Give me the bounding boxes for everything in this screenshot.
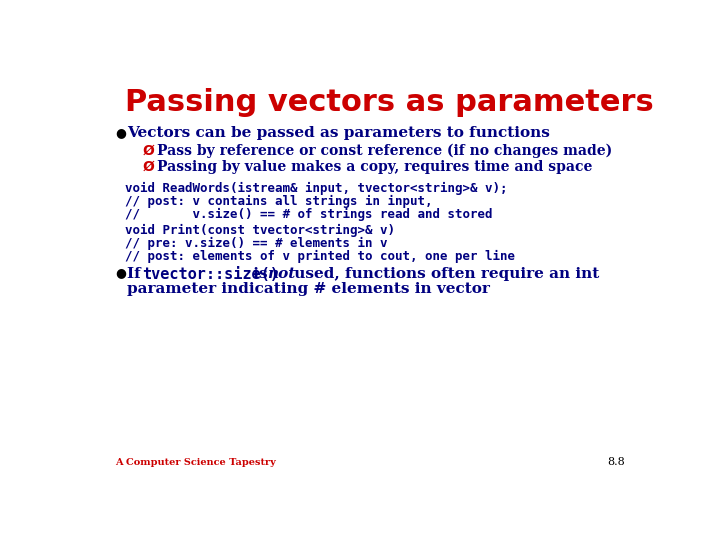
Text: If: If [127, 267, 146, 281]
Text: not: not [267, 267, 295, 281]
Text: void Print(const tvector<string>& v): void Print(const tvector<string>& v) [125, 224, 395, 237]
Text: Passing vectors as parameters: Passing vectors as parameters [125, 88, 654, 117]
Text: Ø: Ø [143, 143, 155, 157]
Text: tvector::size(): tvector::size() [142, 267, 279, 281]
Text: 8.8: 8.8 [607, 457, 625, 467]
Text: //       v.size() == # of strings read and stored: // v.size() == # of strings read and sto… [125, 208, 492, 221]
Text: is: is [248, 267, 273, 281]
Text: void ReadWords(istream& input, tvector<string>& v);: void ReadWords(istream& input, tvector<s… [125, 182, 508, 195]
Text: ●: ● [114, 126, 126, 139]
Text: Ø: Ø [143, 159, 155, 173]
Text: ●: ● [114, 267, 126, 280]
Text: // post: v contains all strings in input,: // post: v contains all strings in input… [125, 195, 433, 208]
Text: used, functions often require an int: used, functions often require an int [289, 267, 600, 281]
Text: A Computer Science Tapestry: A Computer Science Tapestry [114, 458, 276, 467]
Text: // pre: v.size() == # elements in v: // pre: v.size() == # elements in v [125, 237, 387, 251]
Text: Passing by value makes a copy, requires time and space: Passing by value makes a copy, requires … [158, 159, 593, 173]
Text: Vectors can be passed as parameters to functions: Vectors can be passed as parameters to f… [127, 126, 550, 140]
Text: Pass by reference or const reference (if no changes made): Pass by reference or const reference (if… [158, 143, 613, 158]
Text: parameter indicating # elements in vector: parameter indicating # elements in vecto… [127, 282, 490, 296]
Text: // post: elements of v printed to cout, one per line: // post: elements of v printed to cout, … [125, 251, 515, 264]
